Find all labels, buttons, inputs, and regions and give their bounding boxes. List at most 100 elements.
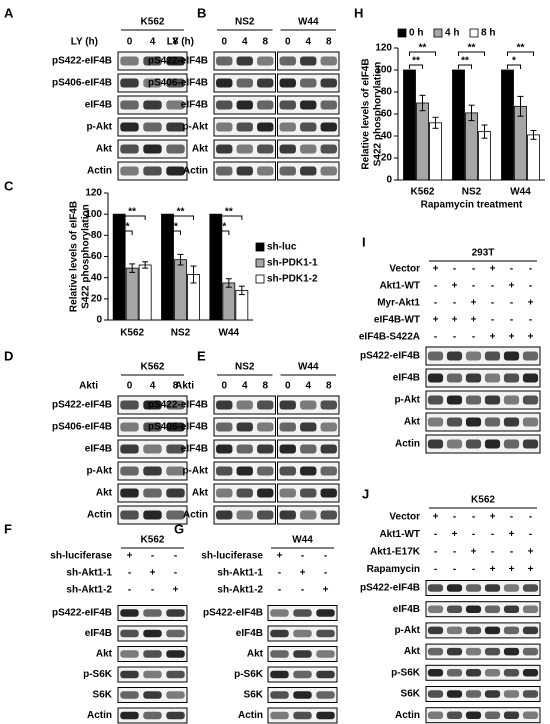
blot-band — [300, 122, 317, 132]
blot-band — [120, 400, 139, 410]
blot-band — [522, 690, 539, 698]
condition-sign: - — [434, 529, 437, 540]
bar — [429, 122, 442, 181]
blot-band — [446, 395, 463, 405]
cell-line-header: NS2 — [235, 362, 255, 373]
blot-band — [446, 647, 463, 656]
blot-band — [300, 466, 317, 476]
x-tick-label: NS2 — [462, 187, 482, 198]
condition-sign: + — [528, 332, 534, 343]
significance-bracket — [507, 64, 521, 69]
blot-row-label: eIF4B — [393, 373, 420, 384]
blot-band — [465, 373, 482, 383]
blot-band — [257, 444, 274, 454]
condition-sign: - — [491, 529, 494, 540]
blot-band — [143, 166, 162, 176]
blot-band — [316, 711, 335, 720]
condition-sign: - — [529, 264, 532, 275]
blot-band — [465, 584, 482, 592]
blot-row-label: pS422-eIF4B — [52, 400, 112, 411]
blot-band — [465, 690, 482, 698]
condition-sign: - — [434, 564, 437, 575]
condition-sign: - — [324, 551, 327, 562]
blot-band — [300, 144, 317, 154]
blot-band — [166, 609, 185, 617]
blot-band — [465, 605, 482, 613]
legend-swatch — [469, 28, 479, 38]
blot-band — [427, 711, 444, 719]
blot-band — [270, 609, 289, 617]
condition-sign: + — [433, 512, 439, 523]
blot-band — [300, 400, 317, 410]
blot-band — [257, 100, 274, 110]
blot-band — [484, 711, 501, 719]
condition-sign: + — [528, 298, 534, 309]
blot-band — [320, 444, 337, 454]
blot-row-label: Akt — [96, 649, 113, 660]
treatment-label: Akti — [79, 381, 98, 392]
significance-bracket — [507, 51, 534, 56]
blot-band — [270, 670, 289, 679]
blot-row-label: S6K — [244, 690, 264, 701]
blot-row-label: pS422-eIF4B — [360, 583, 420, 594]
lane-label: 4 — [242, 37, 248, 48]
blot-band — [166, 444, 185, 454]
panel-label: F — [4, 521, 12, 536]
condition-sign: - — [434, 547, 437, 558]
blot-band — [257, 166, 274, 176]
bar — [161, 213, 174, 321]
blot-band — [300, 510, 317, 520]
blot-band — [484, 417, 501, 427]
blot-band — [300, 488, 317, 498]
condition-label: sh-Akt1-1 — [66, 568, 112, 579]
condition-sign: + — [528, 564, 534, 575]
lane-label: 8 — [326, 381, 332, 392]
blot-row-label: Akt — [192, 488, 209, 499]
panel-label: E — [197, 348, 206, 363]
blot-band — [503, 417, 520, 427]
blot-band — [279, 510, 296, 520]
blot-band — [503, 351, 520, 361]
blot-band — [465, 626, 482, 635]
blot-band — [120, 56, 139, 66]
blot-band — [143, 650, 162, 658]
condition-sign: - — [510, 315, 513, 326]
blot-band — [120, 122, 139, 132]
blot-band — [216, 510, 233, 520]
panel-label: C — [4, 178, 14, 193]
condition-sign: - — [434, 281, 437, 292]
y-tick-label: 80 — [381, 87, 393, 98]
condition-sign: + — [528, 547, 534, 558]
blot-band — [522, 417, 539, 427]
condition-sign: + — [490, 332, 496, 343]
condition-label: sh-Akt1-2 — [66, 585, 112, 596]
condition-sign: - — [510, 547, 513, 558]
blot-band — [484, 439, 501, 449]
blot-row-label: p-Akt — [182, 466, 208, 477]
condition-sign: + — [173, 585, 179, 596]
blot-band — [257, 122, 274, 132]
panel-label: B — [197, 5, 206, 20]
blot-band — [143, 444, 162, 454]
significance-bracket — [215, 215, 243, 220]
blot-band — [120, 466, 139, 476]
blot-band — [236, 166, 253, 176]
significance-label: ** — [419, 43, 427, 54]
blot-band — [279, 144, 296, 154]
blot-band — [446, 669, 463, 677]
condition-sign: + — [452, 529, 458, 540]
blot-band — [166, 711, 185, 720]
blot-band — [320, 466, 337, 476]
blot-band — [503, 711, 520, 719]
blot-band — [320, 166, 337, 176]
blot-band — [446, 711, 463, 719]
blot-band — [236, 78, 253, 88]
y-tick-label: 100 — [85, 209, 102, 220]
blot-band — [484, 605, 501, 613]
lane-label: 8 — [173, 381, 179, 392]
blot-band — [446, 690, 463, 698]
blot-band — [503, 395, 520, 405]
blot-band — [270, 691, 289, 699]
blot-row-label: eIF4B — [236, 628, 263, 639]
blot-band — [320, 510, 337, 520]
